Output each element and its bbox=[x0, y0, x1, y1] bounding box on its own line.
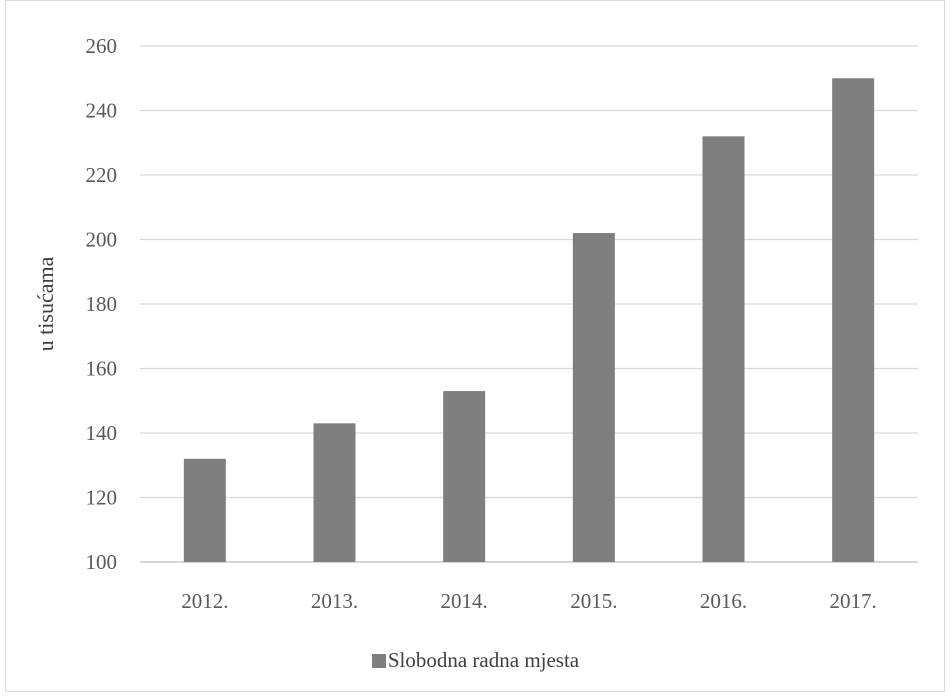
y-tick-label: 180 bbox=[86, 292, 118, 316]
y-tick-label: 140 bbox=[86, 421, 118, 445]
gridlines bbox=[140, 45, 918, 563]
y-tick-label: 160 bbox=[86, 357, 118, 381]
legend: Slobodna radna mjesta bbox=[0, 648, 951, 673]
x-axis-ticks: 2012. 2013. 2014. 2015. 2016. 2017. bbox=[181, 589, 877, 613]
x-tick-label: 2013. bbox=[311, 589, 358, 613]
x-tick-label: 2015. bbox=[570, 589, 617, 613]
bar-2014 bbox=[443, 391, 486, 562]
bar-2012 bbox=[183, 458, 226, 562]
y-tick-label: 260 bbox=[86, 34, 118, 58]
x-tick-label: 2012. bbox=[181, 589, 228, 613]
x-tick-label: 2014. bbox=[441, 589, 488, 613]
bars bbox=[183, 78, 875, 563]
y-tick-label: 120 bbox=[86, 486, 118, 510]
y-tick-label: 240 bbox=[86, 99, 118, 123]
chart-frame bbox=[5, 0, 945, 692]
bar-2016 bbox=[702, 136, 745, 563]
bar-2013 bbox=[313, 423, 356, 562]
legend-label: Slobodna radna mjesta bbox=[387, 648, 580, 672]
bar-2017 bbox=[832, 78, 875, 562]
legend-swatch bbox=[371, 654, 386, 668]
y-tick-label: 100 bbox=[86, 550, 118, 574]
x-tick-label: 2016. bbox=[700, 589, 747, 613]
y-tick-label: 220 bbox=[86, 163, 118, 187]
x-tick-label: 2017. bbox=[830, 589, 877, 613]
y-axis-label: u tisućama bbox=[33, 256, 58, 351]
bar-2015 bbox=[572, 233, 615, 563]
y-axis-ticks: 100 120 140 160 180 200 220 240 260 bbox=[86, 34, 118, 574]
y-tick-label: 200 bbox=[86, 228, 118, 252]
